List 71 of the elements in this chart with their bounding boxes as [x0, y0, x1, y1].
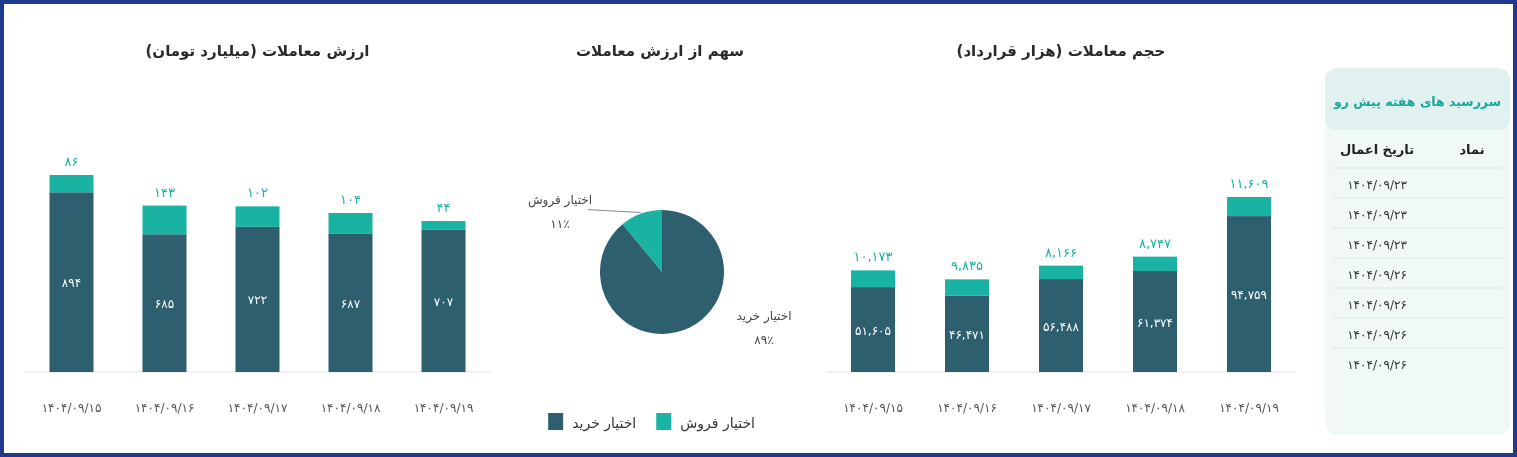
bar — [851, 287, 895, 372]
data-label: ۱۰۲ — [247, 185, 268, 201]
bar — [945, 279, 989, 296]
x-tick-label: ۱۴۰۴/۰۹/۱۹ — [413, 401, 474, 415]
data-label: ۱۰۴ — [340, 191, 361, 207]
bar — [1133, 271, 1177, 372]
bar — [328, 233, 373, 372]
bar — [421, 221, 466, 230]
x-tick-label: ۱۴۰۴/۰۹/۱۶ — [937, 401, 997, 415]
text: سررسید های هفته پیش رو — [1333, 94, 1501, 109]
data-label: ۶۱,۳۷۴ — [1136, 315, 1174, 330]
bar — [142, 234, 187, 372]
bar — [945, 295, 989, 372]
x-tick-label: ۱۴۰۴/۰۹/۱۷ — [1031, 401, 1092, 415]
data-label: ۹,۸۳۵ — [950, 258, 984, 274]
legend-label: اختیار خرید — [572, 415, 637, 432]
text: ۱۴۰۴/۰۹/۲۶ — [1347, 328, 1407, 342]
x-tick-label: ۱۴۰۴/۰۹/۱۹ — [1219, 401, 1279, 415]
data-label: ۷۲۲ — [247, 293, 268, 308]
data-label: ۶۸۵ — [154, 297, 175, 312]
bar — [1227, 216, 1271, 372]
x-tick-label: ۱۴۰۴/۰۹/۱۸ — [1125, 401, 1186, 415]
x-tick-label: ۱۴۰۴/۰۹/۱۵ — [41, 401, 102, 415]
data-label: ۴۴ — [436, 200, 451, 216]
text: ۱۴۰۴/۰۹/۲۶ — [1347, 268, 1407, 282]
data-label: ۵۱,۶۰۵ — [854, 323, 892, 338]
text: ۱۴۰۴/۰۹/۲۳ — [1347, 178, 1408, 192]
chart-title: سهم از ارزش معاملات — [575, 42, 745, 60]
slice-label: اختیار فروش — [527, 192, 593, 208]
x-tick-label: ۱۴۰۴/۰۹/۱۸ — [320, 401, 381, 415]
data-label: ۱۰,۱۷۳ — [853, 249, 893, 265]
bar — [235, 226, 280, 372]
text: ۱۴۰۴/۰۹/۲۶ — [1347, 298, 1407, 312]
bar — [49, 175, 94, 193]
data-label: ۸,۷۴۷ — [1138, 235, 1172, 251]
bar — [328, 212, 373, 234]
data-label: ۱۱,۶۰۹ — [1229, 176, 1269, 191]
x-tick-label: ۱۴۰۴/۰۹/۱۶ — [134, 401, 195, 415]
bar — [1039, 265, 1083, 280]
data-label: ۱۱٪ — [550, 216, 570, 231]
bar — [142, 205, 187, 235]
data-label: ۱۴۳ — [154, 184, 175, 200]
bar — [235, 206, 280, 227]
data-label: ۴۶,۴۷۱ — [948, 327, 986, 342]
pie-slice — [622, 210, 662, 272]
bar — [851, 270, 895, 288]
x-tick-label: ۱۴۰۴/۰۹/۱۵ — [843, 401, 903, 415]
chart-title: حجم معاملات (هزار قرارداد) — [956, 42, 1166, 60]
data-label: ۸۹٪ — [754, 333, 774, 348]
slice-label: اختیار خرید — [736, 309, 792, 325]
bar — [1227, 197, 1271, 217]
x-tick-label: ۱۴۰۴/۰۹/۱۷ — [227, 401, 288, 415]
bar — [421, 229, 466, 372]
data-label: ۷۰۷ — [433, 294, 454, 309]
bar — [1039, 279, 1083, 372]
data-label: ۹۴,۷۵۹ — [1230, 288, 1268, 303]
category-label: تاریخ اعمال — [1339, 142, 1415, 157]
chart-title: ارزش معاملات (میلیارد تومان) — [145, 42, 370, 60]
bar — [49, 192, 94, 372]
text: ۱۴۰۴/۰۹/۲۳ — [1347, 238, 1408, 252]
bar — [1133, 256, 1177, 272]
legend-label: اختیار فروش — [680, 415, 755, 432]
data-label: ۸,۱۶۶ — [1044, 244, 1078, 260]
text: ۱۴۰۴/۰۹/۲۳ — [1347, 208, 1408, 222]
text: ۱۴۰۴/۰۹/۲۶ — [1347, 358, 1407, 372]
data-label: ۸۶ — [64, 154, 79, 169]
data-label: ۵۶,۴۸۸ — [1042, 319, 1080, 334]
data-label: ۶۸۷ — [340, 296, 361, 311]
pie-slice — [600, 210, 724, 334]
data-label: ۸۹۴ — [61, 276, 82, 291]
category-label: نماد — [1459, 142, 1485, 157]
